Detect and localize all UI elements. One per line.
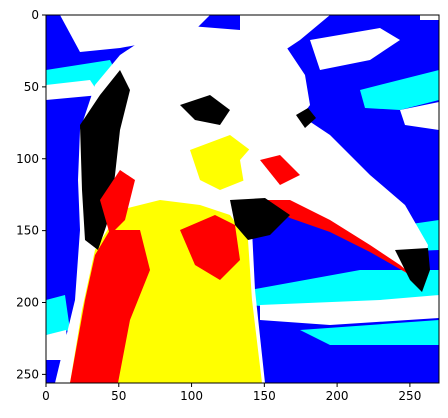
bird-body (55, 26, 310, 383)
x-tick-label: 0 (42, 389, 50, 403)
x-tick-label: 200 (326, 389, 349, 403)
top-right-marks (420, 15, 439, 20)
y-tick-label: 50 (24, 80, 39, 94)
bird-beak (230, 108, 430, 292)
x-axis: 0 50 100 150 200 250 (42, 383, 421, 403)
y-tick-label: 250 (16, 367, 39, 381)
y-tick-label: 150 (16, 224, 39, 238)
x-tick-label: 100 (180, 389, 203, 403)
image-area (46, 15, 439, 383)
x-tick-label: 150 (253, 389, 276, 403)
y-tick-label: 200 (16, 296, 39, 310)
x-tick-label: 50 (111, 389, 126, 403)
y-axis: 0 50 100 150 200 250 (16, 8, 46, 381)
y-tick-label: 100 (16, 152, 39, 166)
x-tick-label: 250 (398, 389, 421, 403)
axes-frame (45, 14, 440, 384)
y-tick-label: 0 (31, 8, 39, 22)
